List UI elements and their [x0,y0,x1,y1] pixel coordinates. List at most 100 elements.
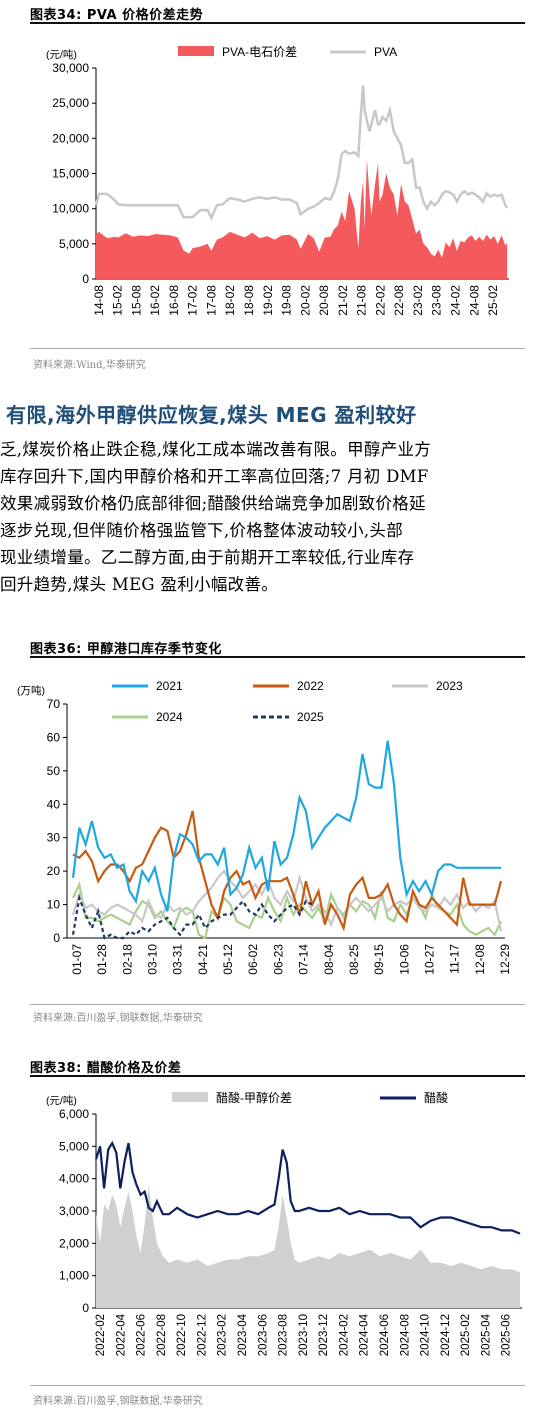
figure-36-chart: 0 10 20 30 40 50 60 70(万吨) 01-07 01-28 02-18 03-10 0… [17,679,512,975]
fig38-y-tick-label: 0 [82,1301,89,1315]
fig38-y-tick-label: 4,000 [59,1172,89,1186]
fig38-x-tick-label: 2023-02 [217,1314,229,1356]
fig36-x-tick-label: 03-10 [146,944,160,975]
fig38-x-tick-label: 2024-04 [359,1313,371,1356]
fig34-x-tick-label: 19-08 [280,285,294,316]
fig38-legend-label: 醋酸 [424,1090,448,1105]
fig34-x-tick-label: 23-08 [430,285,444,316]
fig36-x-tick-label: 04-21 [196,944,210,975]
figure-38-title: 图表38: 醋酸价格及价差 [30,1061,182,1076]
fig36-y-tick-label: 0 [53,931,60,945]
fig38-x-tick-label: 2024-06 [379,1314,391,1356]
fig38-y-tick-label: 1,000 [59,1269,89,1283]
figure-38-source: 资料来源:百川盈孚,钢联数据,华泰研究 [33,1396,203,1407]
fig36-x-tick-label: 11-17 [448,944,462,974]
fig34-legend-swatch [178,46,214,56]
fig36-x-tick-label: 12-29 [498,944,512,975]
fig34-x-tick-label: 18-08 [242,285,256,316]
fig38-x-tick-label: 2023-08 [278,1314,290,1356]
paragraph-line: 乏,煤炭价格止跌企稳,煤化工成本端改善有限。甲醇产业方 [0,440,432,459]
figure-34-bottom-rule [30,348,525,349]
fig34-x-tick-label: 23-02 [411,285,425,316]
fig38-legend-swatch [172,1092,208,1102]
fig36-x-tick-label: 07-14 [297,944,311,975]
fig34-x-tick-label: 16-02 [148,285,162,316]
fig38-y-tick-label: 6,000 [59,1107,89,1121]
fig34-y-tick-label: 20,000 [52,131,89,145]
fig34-x-tick-label: 17-02 [186,285,200,316]
fig38-y-tick-label: 5,000 [59,1139,89,1153]
fig36-x-tick-label: 09-15 [372,944,386,975]
fig34-legend-label: PVA [374,45,397,59]
fig34-y-tick-label: 0 [82,272,89,286]
fig36-legend-label: 2022 [297,679,324,693]
paragraph-line: 回升趋势,煤头 MEG 盈利小幅改善。 [0,575,279,594]
fig34-x-tick-label: 22-08 [392,285,406,316]
fig36-x-tick-label: 06-23 [271,944,285,975]
fig34-y-tick-label: 5,000 [59,237,89,251]
fig34-x-tick-label: 25-02 [486,285,500,316]
fig36-x-tick-label: 08-04 [322,944,336,975]
fig36-unit-label: (万吨) [17,684,45,697]
figure-34-source: 资料来源:Wind,华泰研究 [33,360,146,371]
fig38-x-tick-label: 2025-04 [480,1313,492,1356]
acetic-price-line [94,1140,521,1235]
fig36-y-tick-label: 20 [47,864,61,878]
fig36-x-tick-label: 08-25 [347,944,361,975]
fig36-y-tick-label: 40 [47,797,61,811]
fig38-x-tick-label: 2024-12 [440,1314,452,1356]
figure-34-top-rule [30,22,525,24]
fig38-x-tick-label: 2024-02 [338,1314,350,1356]
fig34-x-tick-label: 18-02 [223,285,237,316]
fig34-x-tick-label: 21-08 [355,285,369,316]
paragraph-line: 效果减弱致价格仍底部徘徊;醋酸供给端竞争加剧致价格延 [0,494,426,513]
fig34-x-tick-label: 16-08 [167,285,181,316]
fig36-x-tick-label: 01-07 [70,944,84,975]
fig38-x-tick-label: 2023-12 [318,1314,330,1356]
fig36-legend-label: 2023 [436,679,463,693]
inventory-2023-line [71,869,503,932]
inventory-2022-line [72,810,503,932]
fig38-x-tick-label: 2022-08 [156,1314,168,1356]
inventory-2021-line [71,740,501,912]
fig34-y-tick-label: 15,000 [52,167,89,181]
fig36-legend-label: 2024 [156,710,183,724]
fig36-x-tick-label: 02-18 [120,944,134,975]
fig36-x-tick-label: 01-28 [95,944,109,975]
fig34-x-tick-label: 20-08 [317,285,331,316]
fig38-y-tick-label: 3,000 [59,1204,89,1218]
fig36-y-tick-label: 60 [47,730,61,744]
fig38-x-tick-label: 2025-02 [460,1314,472,1356]
fig36-x-tick-label: 12-08 [473,944,487,975]
fig38-x-tick-label: 2022-02 [95,1314,107,1356]
fig38-x-tick-label: 2023-04 [237,1313,249,1356]
fig34-unit-label: (元/吨) [46,48,77,61]
fig34-x-tick-label: 24-08 [467,285,481,316]
figure-36-bottom-rule [30,1004,525,1005]
fig38-x-tick-label: 2022-06 [136,1314,148,1356]
fig36-x-tick-label: 05-12 [221,944,235,975]
fig34-x-tick-label: 21-02 [336,285,350,316]
fig36-x-tick-label: 10-06 [397,944,411,975]
figure-34-chart: 0 5,000 10,000 15,000 20,000 25,000 30,000(元/吨… [46,45,509,316]
fig36-x-tick-label: 03-31 [171,944,185,975]
fig38-unit-label: (元/吨) [46,1094,77,1107]
fig34-y-tick-label: 30,000 [52,61,89,75]
fig34-x-tick-label: 15-02 [111,285,125,316]
figure-36-source: 资料来源:百川盈孚,钢联数据,华泰研究 [33,1013,203,1024]
fig38-x-tick-label: 2024-10 [420,1314,432,1356]
fig38-x-tick-label: 2023-06 [257,1314,269,1356]
figure-36-top-rule [30,656,525,658]
fig36-x-tick-label: 06-02 [246,944,260,975]
figure-38-bottom-rule [30,1385,525,1386]
fig34-x-tick-label: 15-08 [129,285,143,316]
fig38-x-tick-label: 2025-06 [501,1314,513,1356]
paragraph-line: 逐步兑现,但伴随价格强监管下,价格整体波动较小,头部 [0,521,404,540]
fig38-x-tick-label: 2022-10 [176,1314,188,1356]
fig34-x-tick-label: 20-02 [298,285,312,316]
fig36-y-tick-label: 50 [47,764,61,778]
fig36-x-tick-label: 10-27 [422,944,436,975]
figure-36-title: 图表36: 甲醇港口库存季节变化 [30,642,222,657]
paragraph-line: 现业绩增量。乙二醇方面,由于前期开工率较低,行业库存 [0,548,415,567]
pva-price-line [94,85,509,221]
